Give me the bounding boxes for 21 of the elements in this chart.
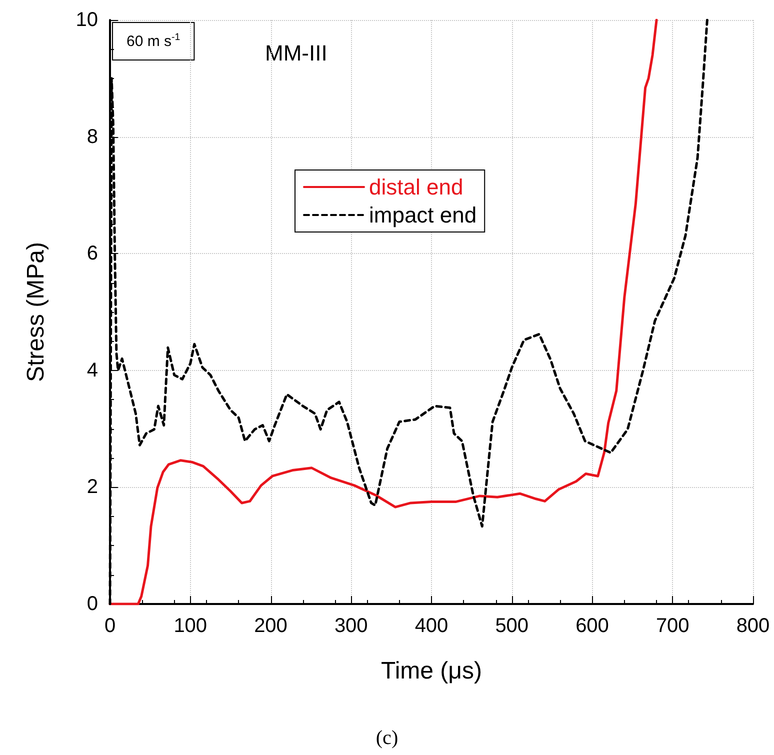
x-axis-title: Time (μs) xyxy=(381,658,482,684)
y-tick-label: 8 xyxy=(86,126,98,148)
y-tick-label: 10 xyxy=(76,9,98,31)
x-tick-label: 0 xyxy=(104,615,116,637)
y-tick-label: 4 xyxy=(86,359,98,382)
x-tick-label: 300 xyxy=(334,615,368,637)
legend-label: impact end xyxy=(369,202,477,228)
x-tick-label: 100 xyxy=(174,615,208,637)
annotation: MM-III xyxy=(265,40,328,66)
x-tick-label: 500 xyxy=(495,615,529,637)
x-tick-label: 800 xyxy=(736,615,770,637)
text: (c) xyxy=(376,727,398,749)
x-tick-label: 600 xyxy=(576,615,609,637)
legend-label: distal end xyxy=(369,174,464,200)
y-tick-label: 2 xyxy=(86,476,98,498)
y-tick-label: 0 xyxy=(86,593,98,615)
x-tick-label: 700 xyxy=(656,615,690,637)
x-tick-label: 400 xyxy=(414,615,448,637)
y-tick-label: 6 xyxy=(86,242,98,265)
y-axis-title: Stress (MPa) xyxy=(22,242,50,382)
x-tick-label: 200 xyxy=(254,615,288,637)
